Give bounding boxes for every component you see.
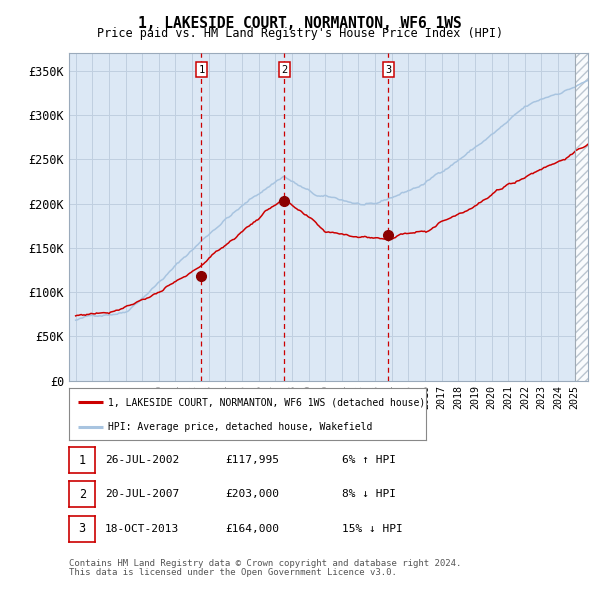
Text: 6% ↑ HPI: 6% ↑ HPI: [342, 455, 396, 465]
Text: 1: 1: [198, 64, 205, 74]
Text: Contains HM Land Registry data © Crown copyright and database right 2024.: Contains HM Land Registry data © Crown c…: [69, 559, 461, 568]
Text: 2: 2: [79, 488, 86, 501]
Text: This data is licensed under the Open Government Licence v3.0.: This data is licensed under the Open Gov…: [69, 568, 397, 577]
Text: 18-OCT-2013: 18-OCT-2013: [105, 524, 179, 533]
Text: Price paid vs. HM Land Registry's House Price Index (HPI): Price paid vs. HM Land Registry's House …: [97, 27, 503, 40]
Text: 1, LAKESIDE COURT, NORMANTON, WF6 1WS (detached house): 1, LAKESIDE COURT, NORMANTON, WF6 1WS (d…: [107, 397, 425, 407]
Text: 8% ↓ HPI: 8% ↓ HPI: [342, 490, 396, 499]
Text: 2: 2: [281, 64, 287, 74]
Text: 1: 1: [79, 454, 86, 467]
Text: 3: 3: [79, 522, 86, 535]
Text: 26-JUL-2002: 26-JUL-2002: [105, 455, 179, 465]
Text: 3: 3: [385, 64, 392, 74]
Text: 20-JUL-2007: 20-JUL-2007: [105, 490, 179, 499]
Text: £164,000: £164,000: [225, 524, 279, 533]
Text: £117,995: £117,995: [225, 455, 279, 465]
Text: 15% ↓ HPI: 15% ↓ HPI: [342, 524, 403, 533]
Text: 1, LAKESIDE COURT, NORMANTON, WF6 1WS: 1, LAKESIDE COURT, NORMANTON, WF6 1WS: [138, 16, 462, 31]
Text: £203,000: £203,000: [225, 490, 279, 499]
Text: HPI: Average price, detached house, Wakefield: HPI: Average price, detached house, Wake…: [107, 422, 372, 431]
